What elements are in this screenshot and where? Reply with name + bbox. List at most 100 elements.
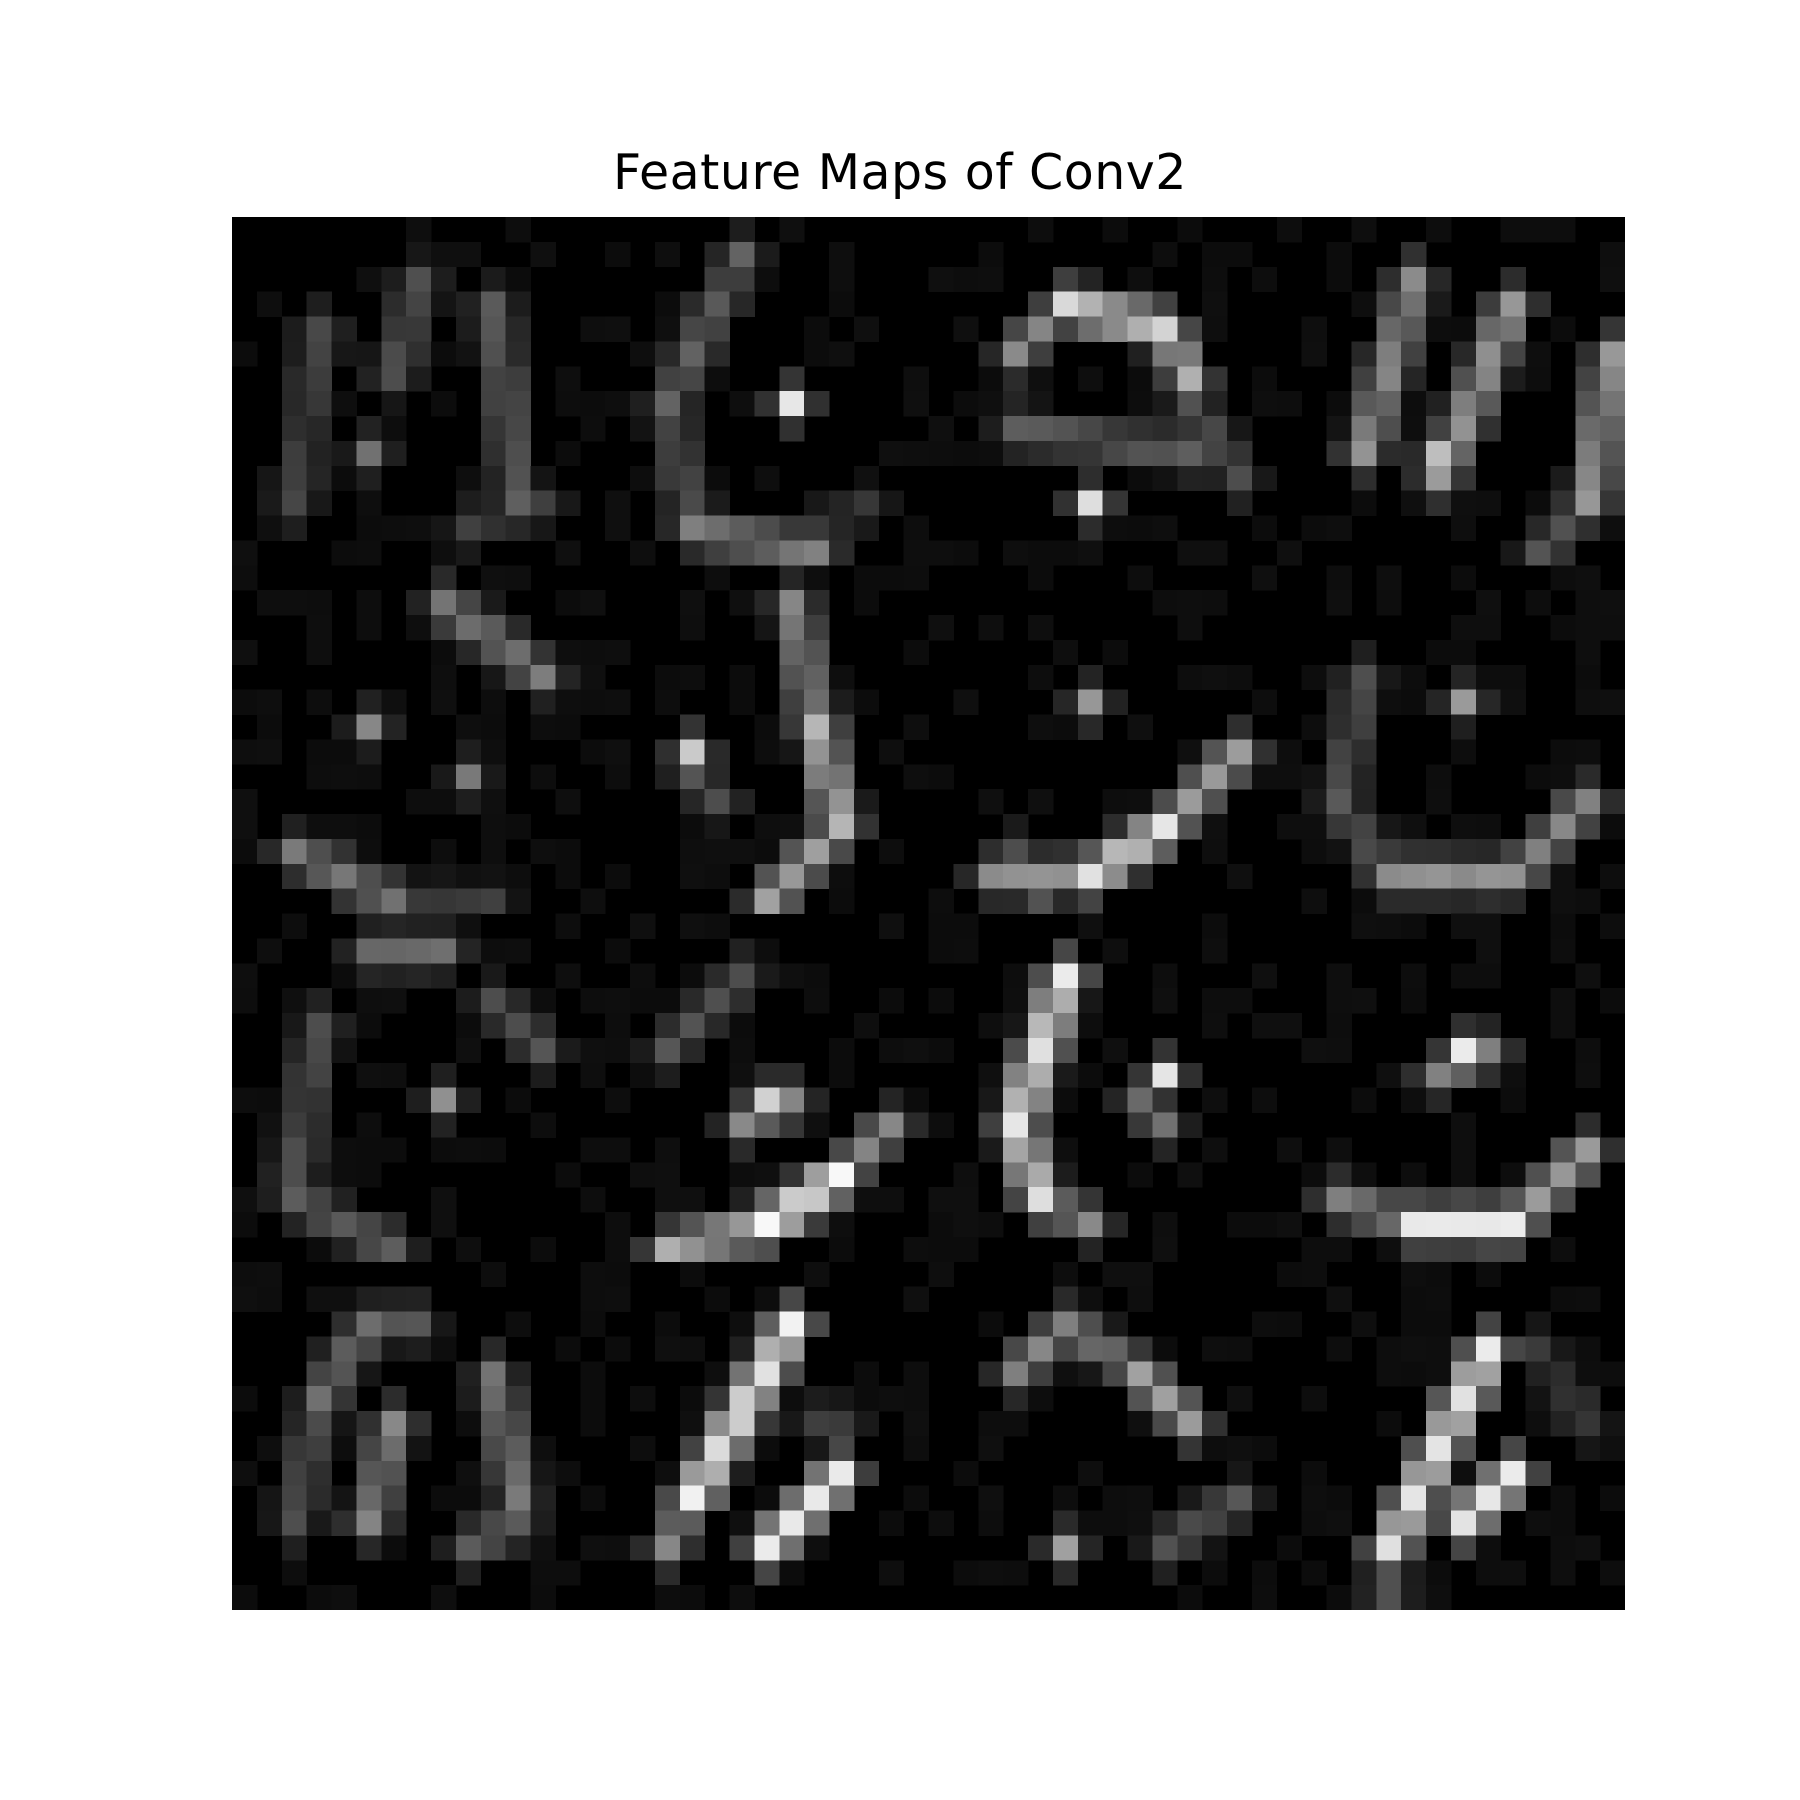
feature-pixel [1003, 1112, 1029, 1138]
feature-pixel [1301, 341, 1327, 367]
feature-pixel [829, 1411, 855, 1437]
feature-pixel [1052, 963, 1079, 989]
feature-pixel [555, 714, 581, 740]
feature-pixel [580, 1485, 606, 1511]
feature-pixel [630, 1062, 656, 1089]
feature-pixel [356, 366, 382, 392]
feature-pixel [281, 1187, 308, 1213]
feature-pixel [829, 540, 855, 566]
feature-pixel [256, 1112, 283, 1138]
feature-pixel [605, 490, 631, 516]
feature-pixel [1152, 1411, 1178, 1437]
feature-pixel [1426, 1187, 1452, 1213]
feature-pixel [704, 1435, 730, 1462]
feature-map-1 [232, 217, 581, 566]
feature-pixel [1600, 615, 1625, 641]
feature-pixel [1052, 1361, 1079, 1387]
feature-pixel [978, 1361, 1004, 1387]
feature-pixel [1376, 1510, 1402, 1536]
feature-pixel [1177, 1386, 1203, 1412]
feature-pixel [1127, 814, 1153, 840]
feature-pixel [1575, 590, 1601, 616]
feature-pixel [1102, 1485, 1128, 1511]
feature-pixel [1077, 465, 1104, 492]
feature-pixel [256, 1286, 283, 1312]
feature-pixel [1550, 1187, 1576, 1213]
feature-pixel [878, 440, 905, 467]
feature-pixel [1450, 515, 1477, 541]
feature-pixel [928, 888, 954, 914]
feature-pixel [381, 515, 407, 541]
feature-pixel [555, 366, 581, 392]
feature-pixel [1450, 366, 1477, 392]
feature-pixel [1550, 1013, 1576, 1039]
feature-pixel [1401, 838, 1427, 865]
feature-pixel [1475, 416, 1502, 442]
feature-pixel [1475, 391, 1502, 417]
feature-pixel [679, 615, 706, 641]
feature-pixel [1301, 1236, 1327, 1263]
feature-pixel [729, 1112, 755, 1138]
feature-pixel [431, 938, 457, 964]
feature-pixel [779, 590, 805, 616]
feature-pixel [1102, 1311, 1128, 1337]
feature-pixel [829, 490, 855, 516]
feature-pixel [505, 1411, 531, 1437]
feature-pixel [356, 1336, 382, 1362]
feature-pixel [1525, 1510, 1551, 1536]
feature-pixel [1351, 341, 1377, 367]
feature-pixel [1152, 1560, 1178, 1586]
feature-pixel [754, 241, 780, 268]
feature-pixel [1028, 316, 1054, 342]
feature-pixel [232, 1212, 258, 1238]
feature-pixel [580, 639, 606, 666]
feature-pixel [1426, 217, 1452, 243]
feature-pixel [281, 1535, 308, 1561]
feature-pixel [779, 838, 805, 865]
feature-pixel [331, 440, 357, 467]
feature-pixel [654, 416, 681, 442]
feature-pixel [1575, 1336, 1601, 1362]
feature-pixel [754, 863, 780, 890]
feature-pixel [1077, 1361, 1104, 1387]
feature-pixel [1227, 988, 1253, 1014]
feature-pixel [1227, 490, 1253, 516]
feature-pixel [704, 1411, 730, 1437]
feature-pixel [1600, 391, 1625, 417]
feature-pixel [679, 1013, 706, 1039]
feature-pixel [480, 1411, 507, 1437]
feature-pixel [928, 1510, 954, 1536]
feature-pixel [1152, 789, 1178, 815]
feature-pixel [1127, 1361, 1153, 1387]
feature-pixel [1351, 416, 1377, 442]
feature-pixel [331, 838, 357, 865]
feature-pixel [704, 565, 730, 591]
feature-pixel [331, 1187, 357, 1213]
feature-pixel [729, 1162, 755, 1188]
feature-pixel [1475, 888, 1502, 914]
feature-pixel [256, 1087, 283, 1113]
feature-pixel [1550, 515, 1576, 541]
feature-pixel [829, 739, 855, 765]
feature-pixel [754, 1411, 780, 1437]
feature-pixel [1326, 590, 1352, 616]
feature-pixel [853, 465, 880, 492]
feature-pixel [580, 1386, 606, 1412]
feature-pixel [1426, 266, 1452, 293]
feature-pixel [455, 863, 482, 890]
feature-pixel [306, 291, 332, 317]
feature-pixel [1550, 739, 1576, 765]
feature-pixel [1202, 1485, 1228, 1511]
feature-pixel [1550, 1236, 1576, 1263]
feature-pixel [455, 1510, 482, 1536]
feature-pixel [232, 341, 258, 367]
feature-pixel [729, 1411, 755, 1437]
feature-pixel [704, 814, 730, 840]
feature-pixel [1376, 1585, 1402, 1610]
feature-pixel [281, 1112, 308, 1138]
feature-pixel [729, 963, 755, 989]
feature-pixel [1326, 988, 1352, 1014]
feature-pixel [406, 590, 432, 616]
feature-pixel [1450, 1411, 1477, 1437]
feature-pixel [853, 1162, 880, 1188]
